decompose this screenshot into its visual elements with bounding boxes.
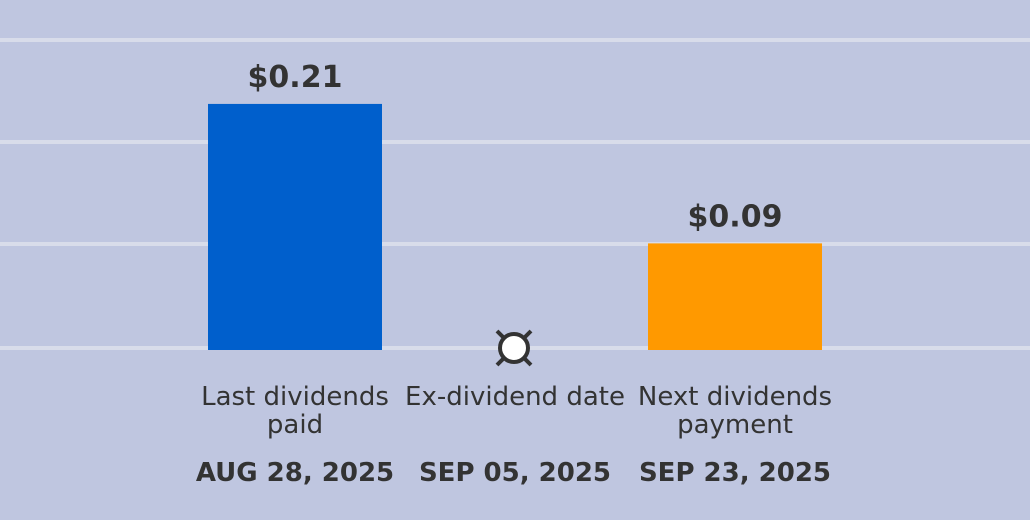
grid	[0, 38, 1030, 350]
marker-circle	[498, 332, 530, 364]
value-label: $0.21	[248, 60, 343, 95]
bar	[648, 243, 822, 350]
date-label: SEP 05, 2025	[418, 458, 612, 488]
date-label: AUG 28, 2025	[195, 458, 395, 488]
date-label: SEP 23, 2025	[638, 458, 832, 488]
category-label: Next dividends payment	[637, 382, 833, 440]
bar	[208, 103, 382, 350]
value-label: $0.09	[688, 199, 783, 234]
ex-dividend-marker	[495, 329, 533, 367]
category-label: Last dividends paid	[201, 382, 389, 440]
category-label: Ex-dividend date	[405, 382, 625, 412]
